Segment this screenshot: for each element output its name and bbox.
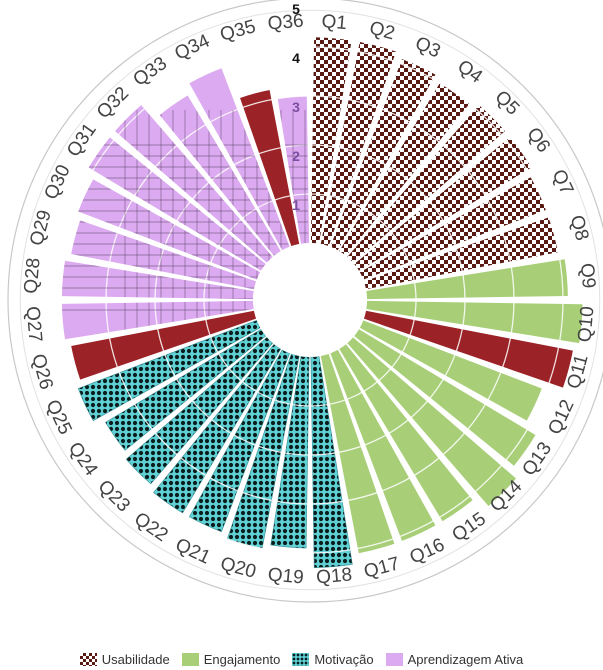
bar-q5-usabilidade [347,105,505,263]
radial-tick-3: 3 [292,99,300,115]
legend: Usabilidade Engajamento Motivação Aprend… [0,648,603,670]
bar-q14-engajamento [347,337,517,507]
category-label-q34: Q34 [172,30,214,64]
bar-q11-destaque [363,310,573,388]
grid-ring-4 [19,9,601,591]
legend-item-engajamento: Engajamento [181,651,281,667]
legend-swatch-motivacao [292,652,310,666]
bar-q36-aprendizagem-ativa [277,96,310,244]
bar-q35-destaque [240,90,300,247]
bar-q15-engajamento [339,344,473,522]
category-label-q3: Q3 [412,33,444,63]
legend-item-motivacao: Motivação [292,651,374,667]
category-label-q8: Q8 [566,213,593,243]
category-label-q35: Q35 [218,16,258,46]
category-label-q4: Q4 [453,56,486,88]
category-label-q9: Q9 [576,262,599,289]
category-label-q18: Q18 [315,564,353,588]
category-label-q1: Q1 [321,11,348,34]
bar-q4-usabilidade [339,82,470,256]
category-label-q36: Q36 [267,11,305,35]
legend-label-aprendizagem-ativa: Aprendizagem Ativa [407,651,524,667]
legend-label-engajamento: Engajamento [203,651,281,667]
center-hole [253,243,367,357]
category-label-q20: Q20 [218,553,258,583]
legend-item-usabilidade: Usabilidade [79,651,170,667]
category-label-q17: Q17 [362,553,402,583]
outer-grid-ring [7,0,603,603]
bar-q31-aprendizagem-ativa [88,137,266,271]
radial-tick-1: 1 [292,197,300,213]
category-label-q10: Q10 [574,305,598,343]
bar-q6-usabilidade [354,137,532,271]
radial-tick-5: 5 [292,1,300,17]
radial-tick-2: 2 [292,148,300,164]
bar-q1-usabilidade [310,37,352,244]
bar-q13-engajamento [354,329,536,466]
legend-swatch-engajamento [181,652,199,666]
bar-q2-usabilidade [320,41,396,247]
category-label-q21: Q21 [172,534,213,568]
category-label-q27: Q27 [22,305,46,343]
category-label-q2: Q2 [367,18,397,45]
category-label-q24: Q24 [64,438,102,480]
legend-item-aprendizagem-ativa: Aprendizagem Ativa [385,651,524,667]
bar-ring-4 [56,46,564,554]
category-label-q22: Q22 [130,508,171,546]
bar-q3-usabilidade [330,59,436,251]
bar-ring-1 [203,193,417,407]
category-label-q33: Q33 [130,53,171,91]
bar-ring-2 [154,144,466,456]
bar-q10-engajamento [366,300,583,344]
category-label-q31: Q31 [63,120,101,161]
legend-label-usabilidade: Usabilidade [101,651,170,667]
category-label-q16: Q16 [407,534,448,568]
bar-ring-3 [105,95,515,505]
category-label-q19: Q19 [267,564,305,588]
category-label-q29: Q29 [26,208,56,248]
bar-q28-aprendizagem-ativa [61,260,254,300]
category-label-q7: Q7 [548,166,578,198]
legend-swatch-usabilidade [79,652,97,666]
bar-q16-engajamento [330,349,436,541]
category-label-q30: Q30 [41,162,75,203]
bar-q26-destaque [71,310,257,380]
bar-q17-engajamento [320,353,395,554]
bar-q27-aprendizagem-ativa [61,300,254,340]
bar-q7-usabilidade [359,176,547,280]
category-label-q6: Q6 [522,124,554,157]
category-label-q23: Q23 [94,476,134,516]
legend-label-motivacao: Motivação [314,651,374,667]
grid-layer [7,0,603,603]
bar-q9-engajamento [366,259,568,300]
category-label-q32: Q32 [93,83,133,123]
radial-tick-4: 4 [292,50,300,66]
category-label-q5: Q5 [491,87,524,120]
legend-swatch-aprendizagem-ativa [385,652,403,666]
category-label-q12: Q12 [544,397,578,438]
category-label-q15: Q15 [448,508,489,546]
category-label-q25: Q25 [41,397,75,438]
category-label-q28: Q28 [21,257,45,295]
category-label-q26: Q26 [27,352,57,392]
